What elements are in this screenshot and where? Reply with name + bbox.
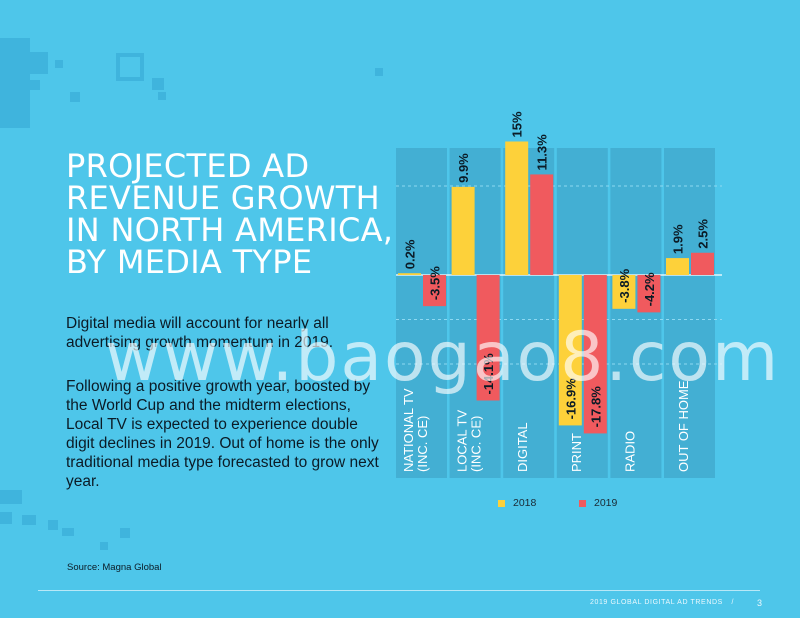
data-label: 9.9% bbox=[456, 153, 471, 183]
legend-label-2019: 2019 bbox=[594, 497, 618, 509]
title-line: PROJECTED AD bbox=[66, 147, 310, 185]
category-label: PRINT bbox=[569, 433, 584, 472]
data-label: 0.2% bbox=[403, 239, 418, 269]
category-band bbox=[396, 148, 447, 478]
category-label: RADIO bbox=[622, 431, 637, 472]
data-label: -16.9% bbox=[563, 378, 578, 420]
bar-2019 bbox=[476, 275, 500, 401]
data-label: -14.1% bbox=[481, 353, 496, 395]
page-number: 3 bbox=[756, 598, 762, 608]
legend-item-2019: 2019 bbox=[579, 497, 617, 509]
bar-2019 bbox=[637, 275, 661, 313]
footer-divider bbox=[38, 590, 760, 591]
legend-swatch-2019 bbox=[579, 499, 586, 507]
title-line: IN NORTH AMERICA, bbox=[66, 211, 394, 249]
category-band bbox=[664, 148, 715, 478]
bar-2018 bbox=[612, 275, 636, 309]
legend-item-2018: 2018 bbox=[498, 497, 536, 509]
source-note: Source: Magna Global bbox=[67, 562, 162, 573]
category-label: (INC. CE) bbox=[469, 416, 484, 472]
bar-2019 bbox=[530, 174, 554, 275]
bar-2019 bbox=[423, 275, 446, 307]
bar-2018 bbox=[505, 141, 529, 275]
legend-swatch-2018 bbox=[498, 499, 505, 507]
data-label: -4.2% bbox=[642, 272, 657, 306]
data-label: -17.8% bbox=[588, 386, 603, 428]
bar-2018 bbox=[666, 258, 689, 275]
data-label: -3.8% bbox=[617, 268, 632, 302]
category-band bbox=[610, 148, 662, 478]
title-line: REVENUE GROWTH bbox=[66, 179, 380, 217]
data-label: 15% bbox=[510, 111, 525, 137]
legend-label-2018: 2018 bbox=[513, 497, 537, 509]
title-line: BY MEDIA TYPE bbox=[66, 243, 313, 281]
data-label: 11.3% bbox=[535, 134, 550, 171]
page-title: PROJECTED AD REVENUE GROWTH IN NORTH AME… bbox=[66, 150, 426, 278]
data-label: 2.5% bbox=[696, 219, 711, 249]
category-label: NATIONAL TV bbox=[401, 388, 416, 472]
data-label: -3.5% bbox=[428, 266, 443, 300]
bar-2018 bbox=[558, 275, 582, 426]
footer-separator: / bbox=[731, 599, 734, 606]
category-label: LOCAL TV bbox=[455, 410, 470, 472]
bar-2019 bbox=[583, 275, 607, 434]
category-label: (INC. CE) bbox=[415, 416, 430, 472]
bar-2019 bbox=[691, 252, 714, 275]
watermark: www.baogao8.com bbox=[105, 318, 781, 397]
category-label: OUT OF HOME bbox=[676, 380, 691, 472]
intro-paragraph: Digital media will account for nearly al… bbox=[66, 315, 334, 351]
footer-label: 2019 GLOBAL DIGITAL AD TRENDS / bbox=[590, 599, 734, 606]
bar-2018 bbox=[451, 186, 475, 275]
footer-title: 2019 GLOBAL DIGITAL AD TRENDS bbox=[589, 599, 723, 606]
bar-2018 bbox=[398, 273, 421, 275]
detail-paragraph: Following a positive growth year, booste… bbox=[66, 378, 379, 490]
category-label: DIGITAL bbox=[515, 422, 530, 472]
data-label: 1.9% bbox=[671, 224, 686, 254]
